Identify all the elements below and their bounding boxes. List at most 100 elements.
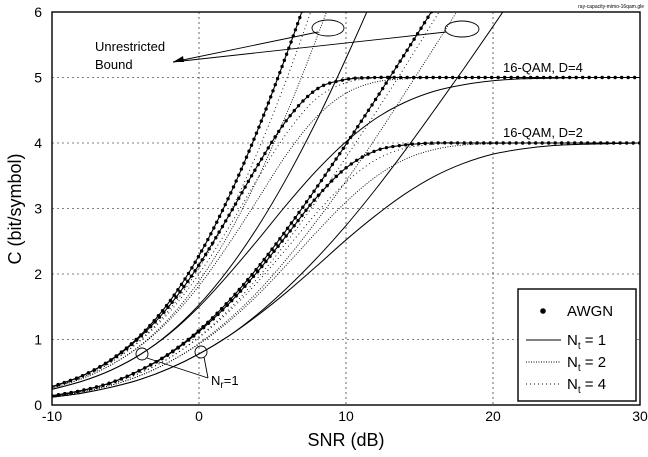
awgn-marker [319, 178, 324, 183]
awgn-marker [193, 260, 197, 264]
awgn-marker [404, 143, 408, 147]
awgn-marker [220, 224, 225, 229]
awgn-marker [246, 277, 250, 282]
awgn-marker [210, 241, 215, 245]
awgn-marker [373, 97, 378, 102]
awgn-marker [282, 58, 287, 63]
awgn-marker [360, 155, 365, 159]
awgn-marker [243, 185, 247, 189]
awgn-marker [316, 86, 320, 91]
awgn-marker [143, 366, 147, 370]
awgn-marker [345, 141, 349, 145]
awgn-marker [302, 4, 305, 7]
awgn-marker [296, 218, 300, 223]
awgn-marker [274, 242, 278, 246]
awgn-marker [237, 173, 241, 177]
awgn-marker [289, 40, 293, 44]
awgn-marker [363, 114, 367, 118]
awgn-marker [179, 282, 184, 287]
awgn-marker [253, 168, 257, 172]
awgn-marker [107, 381, 111, 386]
awgn-marker [113, 379, 117, 383]
series-line-unrestricted-d-2-nt-1 [52, 12, 504, 398]
legend-box [517, 288, 637, 402]
awgn-marker [444, 75, 448, 80]
awgn-marker [270, 247, 274, 251]
series-line-unrestricted-d-2-nt-2 [52, 12, 458, 397]
awgn-marker [379, 75, 383, 80]
awgn-marker [353, 76, 357, 80]
awgn-marker [401, 54, 406, 58]
awgn-marker [68, 378, 73, 383]
awgn-marker [143, 328, 148, 332]
awgn-marker [387, 75, 392, 80]
y-tick-label: 5 [34, 70, 42, 86]
awgn-marker [262, 113, 266, 117]
awgn-marker [405, 48, 409, 52]
y-tick-label: 2 [34, 266, 42, 282]
awgn-marker [285, 226, 290, 230]
awgn-marker [442, 141, 447, 145]
awgn-marker [237, 196, 241, 201]
awgn-marker [259, 119, 264, 123]
awgn-marker [412, 37, 416, 41]
awgn-marker [119, 377, 123, 381]
awgn-marker [176, 288, 180, 292]
awgn-marker [366, 108, 371, 113]
nr-pointer-2 [203, 356, 209, 379]
awgn-marker [215, 220, 219, 224]
awgn-marker [316, 193, 321, 197]
awgn-marker [82, 388, 86, 392]
awgn-marker [217, 214, 222, 219]
awgn-marker [273, 135, 277, 139]
awgn-marker [284, 119, 288, 123]
awgn-marker [370, 103, 374, 107]
awgn-marker [172, 293, 176, 297]
awgn-marker [247, 149, 251, 153]
awgn-marker [462, 141, 466, 145]
file-tag: ray-capacity-mimo-16qam.gle [578, 4, 644, 10]
awgn-marker [380, 86, 385, 91]
unrestricted-ellipse-1 [311, 19, 345, 37]
awgn-marker [308, 194, 313, 199]
curves [52, 4, 640, 398]
awgn-marker [334, 174, 339, 179]
awgn-marker [207, 247, 211, 251]
awgn-marker [475, 141, 479, 145]
awgn-marker [98, 365, 102, 369]
awgn-marker [92, 368, 96, 372]
legend: AWGN Nt = 1 Nt = 2 Nt = 4 [517, 288, 637, 402]
awgn-marker [201, 325, 205, 329]
x-tick-label: -10 [42, 408, 62, 424]
awgn-marker [230, 207, 234, 212]
awgn-marker [148, 363, 153, 367]
awgn-marker [249, 143, 254, 147]
awgn-marker [330, 179, 334, 183]
awgn-marker [226, 197, 230, 201]
awgn-marker [139, 333, 143, 337]
awgn-marker [124, 346, 129, 350]
annotations: Unrestricted Bound 16-QAM, D=4 16-QAM, D… [95, 19, 583, 391]
series-line-unrestricted-d-4-nt-4 [52, 12, 312, 388]
awgn-marker [449, 141, 453, 145]
awgn-marker [422, 21, 427, 25]
awgn-marker [259, 157, 264, 161]
awgn-marker [200, 258, 204, 262]
awgn-marker [300, 213, 304, 218]
awgn-marker [356, 124, 360, 129]
awgn-marker [572, 141, 577, 145]
awgn-marker [160, 309, 165, 313]
nr-label: Nr=1 [211, 373, 239, 391]
awgn-marker [288, 113, 292, 118]
series-line-unrestricted-d-4-awgn [52, 12, 303, 388]
awgn-marker [152, 319, 156, 323]
awgn-marker [176, 345, 180, 350]
series-line-16-qam-d-4-nt-4 [52, 77, 640, 388]
awgn-marker [204, 252, 208, 257]
awgn-marker [103, 361, 108, 366]
awgn-marker [292, 108, 296, 113]
awgn-marker [398, 59, 402, 63]
awgn-marker [344, 166, 348, 170]
awgn-marker [391, 144, 395, 149]
awgn-marker [170, 349, 175, 353]
